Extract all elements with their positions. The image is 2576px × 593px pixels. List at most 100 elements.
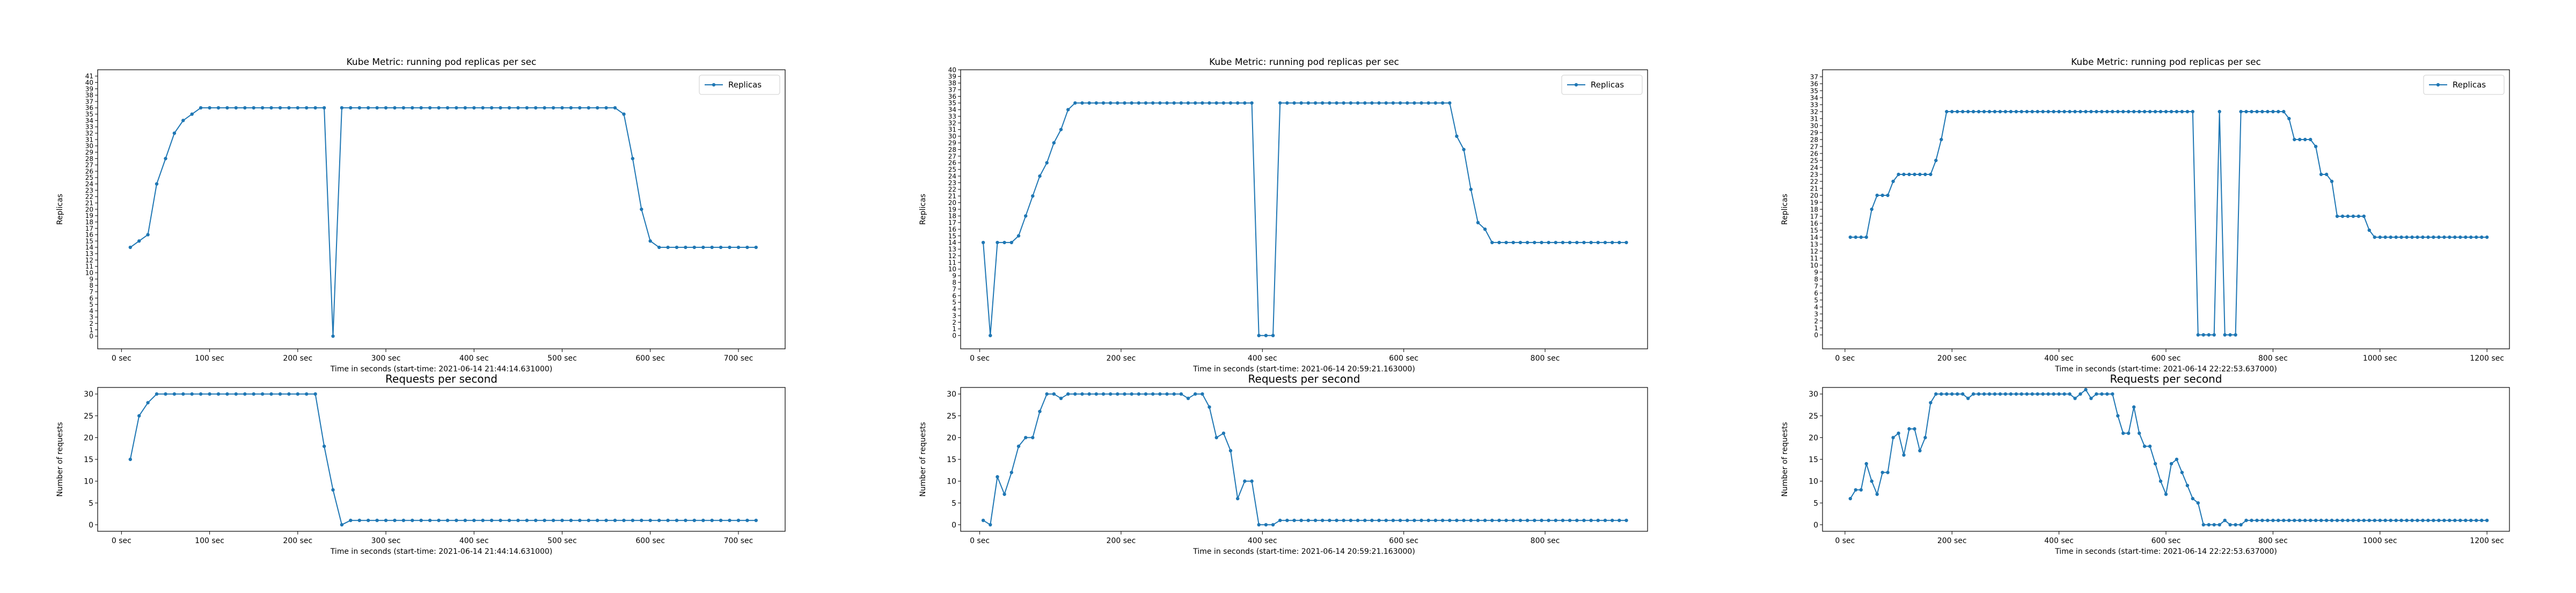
data-point — [216, 392, 221, 396]
data-point — [2458, 235, 2462, 239]
data-point — [2116, 109, 2120, 114]
data-point — [164, 157, 167, 160]
data-point — [1518, 518, 1523, 522]
data-point — [1891, 436, 1895, 440]
data-point — [1264, 523, 1268, 526]
data-point — [1934, 158, 1938, 163]
data-point — [2340, 214, 2345, 218]
data-point — [2426, 518, 2430, 522]
data-point — [1214, 101, 1218, 105]
data-point — [1271, 334, 1275, 338]
data-point — [2089, 109, 2093, 114]
data-point — [2132, 109, 2136, 114]
y-tick-label: 21 — [1810, 185, 1818, 192]
data-point — [357, 106, 361, 110]
data-point — [1880, 193, 1884, 197]
y-tick-label: 21 — [948, 193, 956, 200]
y-tick-label: 20 — [1810, 192, 1818, 199]
data-point — [1918, 449, 1922, 452]
data-point — [1582, 240, 1586, 245]
data-point — [331, 488, 335, 492]
data-point — [551, 106, 555, 110]
y-tick-label: 24 — [1810, 164, 1818, 171]
data-point — [190, 392, 194, 396]
y-tick-label: 25 — [85, 174, 93, 181]
data-point — [172, 392, 177, 396]
x-axis-label: Time in seconds (start-time: 2021-06-14 … — [2054, 365, 2277, 374]
data-point — [1859, 235, 1863, 239]
data-point — [1864, 462, 1868, 466]
data-point — [2383, 235, 2387, 239]
y-tick-label: 32 — [1810, 108, 1818, 115]
data-point — [1406, 518, 1409, 522]
x-tick-label: 700 sec — [724, 537, 753, 545]
data-point — [172, 131, 177, 135]
data-point — [1116, 101, 1119, 105]
y-tick-label: 14 — [948, 239, 956, 246]
y-tick-label: 17 — [85, 225, 93, 232]
data-point — [1433, 518, 1438, 522]
y-tick-label: 6 — [89, 295, 93, 302]
data-point — [1356, 518, 1360, 522]
y-tick-label: 41 — [85, 72, 93, 80]
data-point — [1490, 240, 1494, 245]
data-point — [1299, 518, 1303, 522]
data-point — [2111, 109, 2114, 114]
data-point — [1356, 101, 1360, 105]
data-point — [2175, 457, 2179, 462]
data-point — [1002, 240, 1006, 245]
data-point — [1094, 392, 1099, 396]
data-point — [1087, 392, 1091, 396]
y-tick-label: 6 — [1814, 289, 1818, 297]
y-tick-label: 36 — [1810, 80, 1818, 87]
data-point — [155, 392, 159, 396]
data-point — [2014, 392, 2018, 396]
legend-entry-label: Replicas — [2453, 80, 2486, 90]
data-point — [640, 518, 643, 522]
legend: Replicas — [1561, 75, 1643, 95]
data-point — [1201, 101, 1204, 105]
data-point — [1547, 518, 1550, 522]
y-tick-label: 30 — [84, 390, 93, 399]
data-point — [534, 518, 538, 522]
y-tick-label: 3 — [952, 312, 956, 319]
data-point — [1547, 240, 1550, 245]
data-point — [1116, 392, 1119, 396]
data-point — [2453, 518, 2457, 522]
data-point — [2105, 109, 2109, 114]
x-tick-label: 0 sec — [1835, 537, 1855, 545]
data-point — [525, 106, 529, 110]
data-point — [216, 106, 221, 110]
data-point — [1568, 240, 1572, 245]
data-point — [1462, 148, 1466, 151]
data-point — [2207, 523, 2211, 526]
data-point — [2340, 518, 2345, 522]
data-point — [648, 239, 652, 243]
data-point — [2346, 518, 2350, 522]
data-point — [534, 106, 538, 110]
x-tick-label: 200 sec — [1107, 354, 1136, 363]
data-point — [728, 518, 731, 522]
y-tick-label: 0 — [1813, 521, 1818, 530]
data-point — [1929, 172, 1933, 177]
data-point — [1419, 101, 1423, 105]
y-tick-label: 30 — [947, 390, 956, 399]
data-point — [1540, 240, 1543, 245]
data-point — [1257, 523, 1261, 526]
data-point — [2116, 414, 2120, 418]
data-point — [2019, 109, 2023, 114]
data-point — [2046, 392, 2050, 396]
y-tick-label: 15 — [84, 456, 93, 464]
x-axis-label: Time in seconds (start-time: 2021-06-14 … — [1192, 365, 1415, 374]
data-point — [375, 518, 379, 522]
data-point — [269, 392, 273, 396]
data-point — [2469, 235, 2473, 239]
data-point — [2383, 518, 2387, 522]
data-point — [1596, 518, 1600, 522]
data-point — [1321, 101, 1324, 105]
data-point — [305, 106, 309, 110]
data-point — [2014, 109, 2018, 114]
y-tick-label: 5 — [89, 301, 93, 309]
y-tick-label: 40 — [85, 79, 93, 86]
data-point — [1624, 518, 1628, 522]
